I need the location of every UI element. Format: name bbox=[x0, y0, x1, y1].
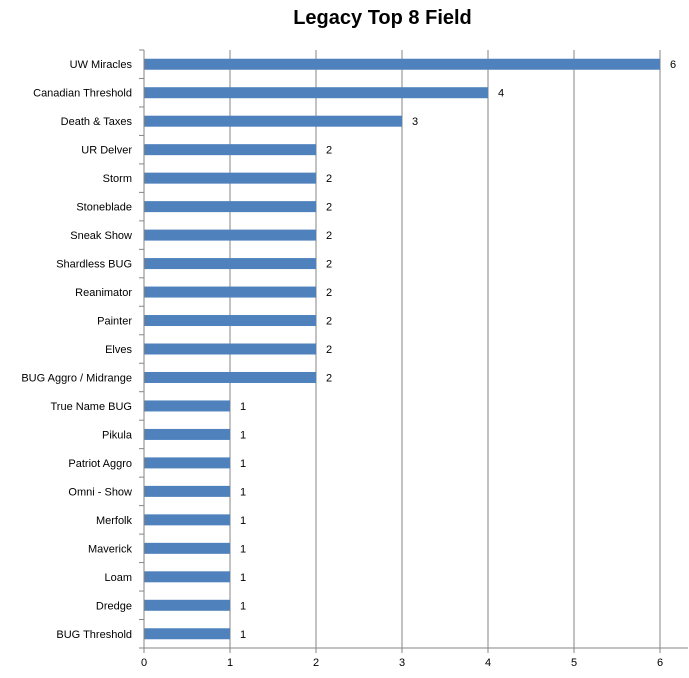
data-label: 2 bbox=[326, 173, 332, 185]
data-label: 1 bbox=[240, 429, 246, 441]
category-label: Painter bbox=[97, 316, 132, 328]
data-label: 2 bbox=[326, 230, 332, 242]
category-label: BUG Threshold bbox=[56, 629, 132, 641]
bar bbox=[144, 286, 316, 298]
category-label: Pikula bbox=[102, 429, 133, 441]
data-label: 1 bbox=[240, 543, 246, 555]
data-label: 1 bbox=[240, 515, 246, 527]
data-label: 1 bbox=[240, 600, 246, 612]
bar bbox=[144, 485, 230, 497]
bar bbox=[144, 144, 316, 156]
bar bbox=[144, 542, 230, 554]
category-label: UR Delver bbox=[81, 145, 132, 157]
bar bbox=[144, 58, 660, 70]
data-label: 2 bbox=[326, 202, 332, 214]
category-label: Patriot Aggro bbox=[68, 458, 132, 470]
bar bbox=[144, 371, 316, 383]
data-label: 1 bbox=[240, 629, 246, 641]
data-label: 2 bbox=[326, 316, 332, 328]
data-label: 2 bbox=[326, 145, 332, 157]
data-label: 1 bbox=[240, 401, 246, 413]
bar bbox=[144, 172, 316, 184]
bar bbox=[144, 229, 316, 241]
category-label: Stoneblade bbox=[76, 202, 132, 214]
category-label: Loam bbox=[104, 572, 132, 584]
bar bbox=[144, 514, 230, 526]
bar bbox=[144, 428, 230, 440]
x-tick-label: 1 bbox=[227, 657, 233, 669]
category-label: Shardless BUG bbox=[56, 259, 132, 271]
category-label: Maverick bbox=[88, 543, 133, 555]
chart-title: Legacy Top 8 Field bbox=[293, 7, 472, 29]
bar bbox=[144, 87, 488, 99]
category-label: Storm bbox=[103, 173, 132, 185]
data-label: 2 bbox=[326, 372, 332, 384]
data-label: 3 bbox=[412, 116, 418, 128]
data-label: 1 bbox=[240, 572, 246, 584]
category-label: Sneak Show bbox=[70, 230, 132, 242]
x-tick-label: 2 bbox=[313, 657, 319, 669]
category-label: Dredge bbox=[96, 600, 132, 612]
category-label: True Name BUG bbox=[50, 401, 132, 413]
category-label: Elves bbox=[105, 344, 132, 356]
x-tick-label: 4 bbox=[485, 657, 491, 669]
bar bbox=[144, 115, 402, 127]
bar bbox=[144, 457, 230, 469]
bar bbox=[144, 628, 230, 640]
data-label: 1 bbox=[240, 458, 246, 470]
x-tick-label: 0 bbox=[141, 657, 147, 669]
category-label: Death & Taxes bbox=[61, 116, 133, 128]
category-label: BUG Aggro / Midrange bbox=[21, 372, 132, 384]
category-label: Reanimator bbox=[75, 287, 132, 299]
bar bbox=[144, 571, 230, 583]
bar bbox=[144, 400, 230, 412]
category-label: Canadian Threshold bbox=[33, 88, 132, 100]
data-label: 2 bbox=[326, 344, 332, 356]
bar bbox=[144, 201, 316, 213]
bar bbox=[144, 343, 316, 355]
x-tick-label: 3 bbox=[399, 657, 405, 669]
bar bbox=[144, 599, 230, 611]
data-label: 2 bbox=[326, 259, 332, 271]
category-label: Merfolk bbox=[96, 515, 133, 527]
data-label: 4 bbox=[498, 88, 504, 100]
data-label: 6 bbox=[670, 59, 676, 71]
category-label: Omni - Show bbox=[68, 486, 132, 498]
x-tick-label: 5 bbox=[571, 657, 577, 669]
bar bbox=[144, 315, 316, 327]
x-tick-label: 6 bbox=[657, 657, 663, 669]
data-label: 2 bbox=[326, 287, 332, 299]
bar bbox=[144, 258, 316, 270]
category-label: UW Miracles bbox=[70, 59, 133, 71]
data-label: 1 bbox=[240, 486, 246, 498]
